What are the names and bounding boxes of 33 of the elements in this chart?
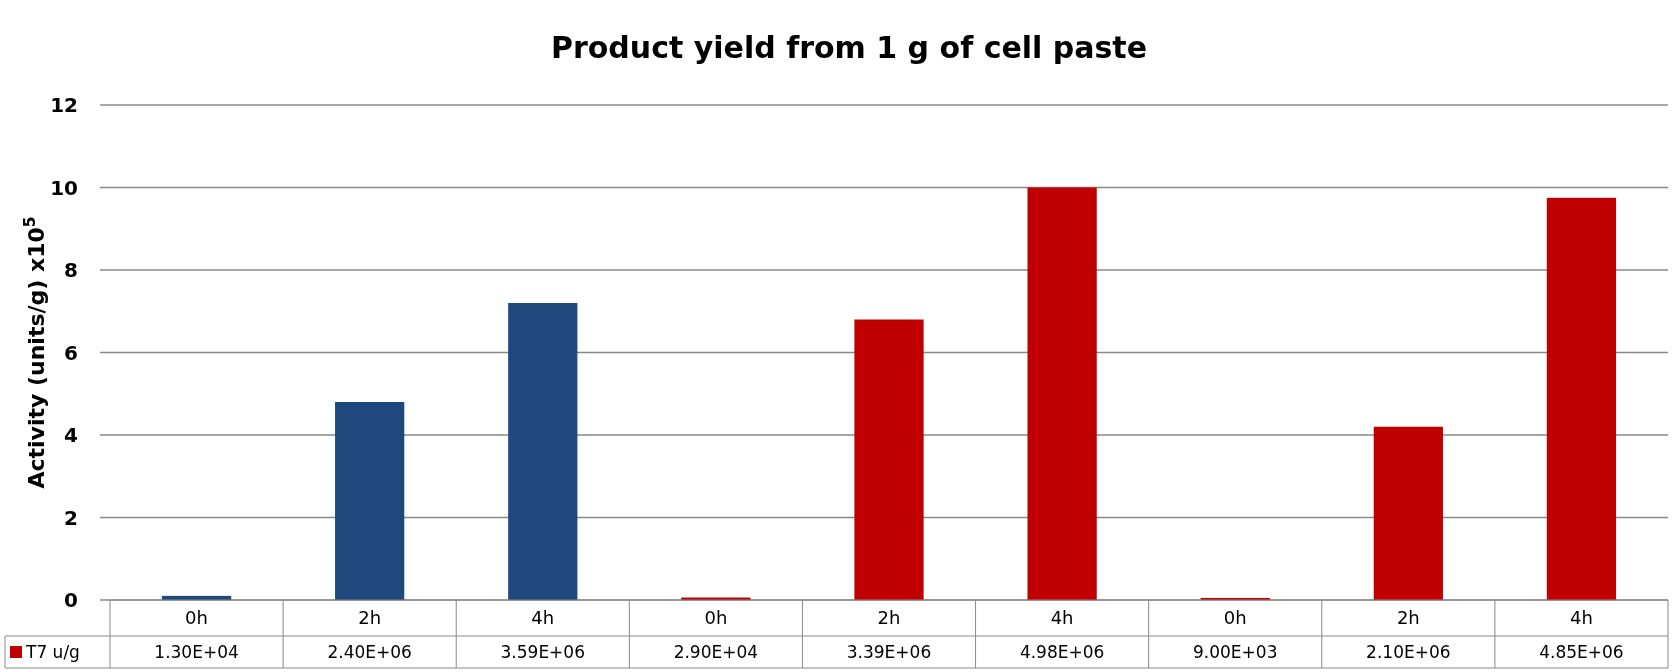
y-tick-label: 4	[64, 423, 78, 447]
bar	[508, 303, 578, 600]
bar	[1546, 197, 1617, 600]
bar	[1373, 426, 1443, 600]
y-tick-label: 6	[64, 340, 78, 365]
bar	[1027, 187, 1097, 600]
text: 4.85E+06	[1539, 641, 1624, 662]
y-tick-label: 12	[50, 93, 78, 117]
y-tick-label: 0	[64, 588, 78, 612]
x-tick-label: 4h	[1570, 607, 1593, 629]
chart-title: Product yield from 1 g of cell paste	[550, 30, 1148, 65]
x-tick-label: 0h	[1223, 607, 1247, 629]
x-tick-label: 4h	[531, 607, 555, 629]
y-tick-label: 2	[64, 505, 78, 530]
x-tick-label: 0h	[704, 607, 728, 629]
text: 9.00E+03	[1192, 641, 1278, 662]
text: 2.10E+06	[1366, 641, 1451, 662]
text: 2.40E+06	[327, 641, 412, 662]
text: 3.39E+06	[846, 641, 932, 662]
text: 3.59E+06	[500, 641, 586, 662]
text: 1.30E+04	[154, 641, 239, 662]
bar	[854, 319, 924, 600]
x-tick-label: 2h	[1396, 607, 1420, 629]
bar	[335, 402, 405, 600]
text: 4.98E+06	[1019, 641, 1105, 662]
x-tick-label: 2h	[877, 607, 901, 629]
legend-label: T7 u/g	[25, 641, 80, 662]
y-tick-label: 10	[50, 175, 78, 200]
y-tick-label: 8	[64, 258, 78, 282]
x-tick-label: 2h	[358, 607, 382, 629]
text: 2.90E+04	[673, 641, 759, 662]
x-tick-label: 0h	[185, 607, 208, 629]
x-tick-label: 4h	[1050, 607, 1074, 629]
